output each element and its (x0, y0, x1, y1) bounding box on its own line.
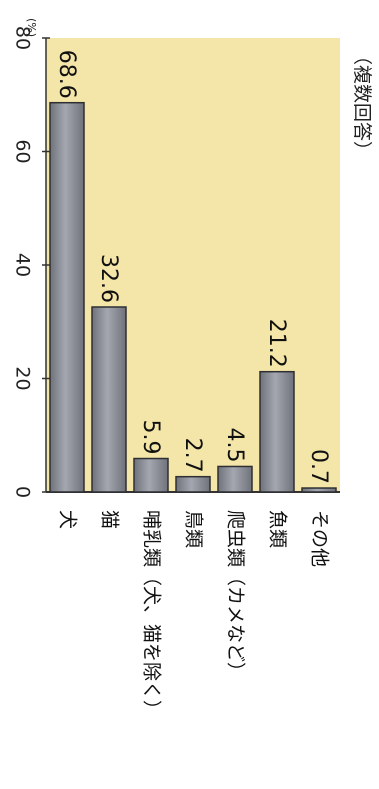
tick-label: 0 (12, 486, 34, 498)
category-label: その他 (309, 510, 331, 567)
bar (301, 487, 337, 493)
category-label: 猫 (99, 510, 121, 529)
value-label: 68.6 (54, 50, 79, 99)
value-label: 21.2 (264, 319, 289, 368)
tick-label: 80 (12, 26, 34, 50)
tick-group: 0 20 40 60 80 (12, 26, 50, 498)
value-label: 2.7 (180, 438, 205, 473)
category-label: 爬虫類（カメなど） (225, 510, 247, 681)
bar (91, 306, 127, 493)
bar (133, 457, 169, 493)
bar (49, 101, 85, 493)
unit-label: (%) (25, 18, 38, 37)
category-label: 魚類 (267, 510, 289, 548)
tick-label: 20 (12, 366, 34, 390)
category-label: 鳥類 (183, 510, 205, 548)
bar-group (49, 101, 337, 493)
label-group: 68.6 犬 32.6 猫 5.9 哺乳類（犬、猫を除く） 2.7 鳥類 4.5 爬虫類（カメなど… (54, 50, 331, 719)
plot-area (46, 38, 340, 492)
category-label: 犬 (57, 510, 79, 529)
value-label: 4.5 (222, 427, 247, 462)
bar (217, 465, 253, 493)
bar (175, 475, 211, 493)
tick-label: 40 (12, 253, 34, 277)
value-label: 5.9 (138, 420, 163, 455)
value-label: 32.6 (96, 254, 121, 303)
tick-label: 60 (12, 139, 34, 163)
bar (259, 370, 295, 493)
category-label: 哺乳類（犬、猫を除く） (141, 510, 163, 719)
value-label: 0.7 (306, 449, 331, 484)
note-label: （複数回答） (351, 46, 373, 160)
